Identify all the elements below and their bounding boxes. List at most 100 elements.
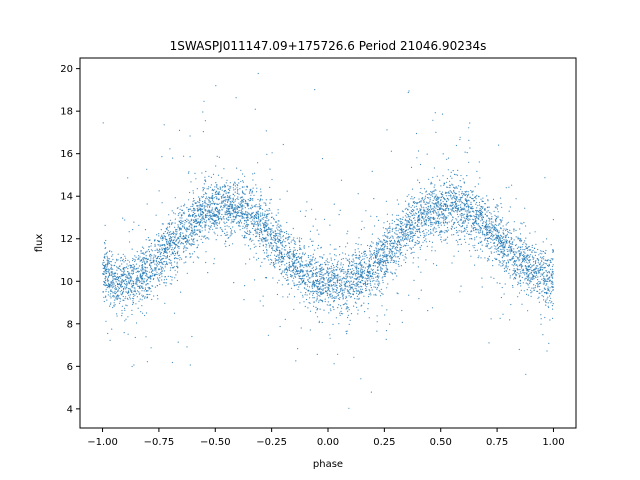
data-point — [341, 290, 343, 292]
data-point — [542, 272, 544, 274]
data-point — [266, 233, 268, 235]
data-point — [324, 282, 326, 285]
data-point — [112, 268, 114, 270]
data-point — [142, 296, 144, 298]
data-point — [105, 295, 107, 297]
data-point — [121, 309, 123, 312]
data-point — [363, 227, 365, 229]
data-point — [247, 213, 249, 215]
data-point — [141, 280, 143, 282]
data-point — [167, 240, 169, 243]
data-point — [441, 113, 444, 115]
data-point — [413, 209, 415, 211]
data-point — [160, 244, 162, 246]
data-point — [406, 242, 408, 245]
data-point — [268, 208, 270, 210]
data-point — [171, 252, 173, 254]
data-point — [227, 210, 229, 212]
data-point — [513, 228, 515, 230]
data-point — [212, 189, 214, 192]
data-point — [337, 264, 339, 266]
data-point — [358, 254, 360, 256]
data-point — [539, 252, 541, 254]
data-point — [213, 197, 215, 199]
data-point — [291, 276, 293, 278]
data-point — [159, 245, 161, 247]
data-point — [356, 306, 358, 308]
data-point — [151, 255, 153, 257]
data-point — [192, 221, 195, 223]
data-point — [109, 293, 112, 295]
data-point — [405, 234, 407, 236]
data-point — [439, 230, 441, 232]
data-point — [546, 272, 549, 274]
data-point — [535, 272, 537, 274]
data-point — [294, 275, 296, 277]
data-point — [460, 213, 462, 215]
data-point — [259, 227, 261, 230]
data-point — [248, 213, 251, 215]
data-point — [398, 240, 400, 243]
data-point — [259, 200, 261, 202]
data-point — [231, 205, 234, 207]
data-point — [411, 231, 414, 233]
data-point — [161, 247, 163, 249]
data-point — [275, 234, 278, 237]
data-point — [464, 210, 466, 212]
data-point — [515, 273, 517, 275]
data-point — [356, 284, 358, 286]
data-point — [188, 214, 190, 216]
data-point — [534, 254, 537, 256]
data-point — [116, 294, 118, 297]
data-point — [144, 288, 146, 291]
data-point — [107, 280, 109, 283]
data-point — [551, 301, 553, 303]
data-point — [358, 237, 360, 239]
data-point — [225, 245, 227, 248]
data-point — [386, 236, 388, 238]
data-point — [299, 302, 301, 304]
data-point — [203, 205, 205, 207]
data-point — [174, 218, 176, 220]
data-point — [110, 297, 112, 299]
data-point — [240, 211, 242, 213]
data-point — [524, 274, 526, 276]
data-point — [259, 206, 261, 208]
data-point — [340, 305, 342, 307]
data-point — [373, 257, 375, 259]
data-point — [277, 232, 279, 234]
data-point — [109, 303, 112, 305]
data-point — [221, 201, 223, 203]
data-point — [268, 246, 270, 248]
data-point — [127, 316, 129, 318]
data-point — [543, 258, 545, 260]
data-point — [512, 269, 514, 272]
data-point — [209, 225, 211, 227]
data-point — [474, 227, 476, 229]
data-point — [223, 221, 225, 223]
data-point — [360, 271, 362, 273]
data-point — [360, 288, 362, 290]
data-point — [223, 168, 225, 170]
data-point — [413, 217, 415, 219]
data-point — [167, 242, 170, 244]
data-point — [514, 263, 516, 265]
data-point — [503, 253, 505, 255]
data-point — [152, 269, 154, 271]
data-point — [311, 260, 313, 262]
data-point — [374, 225, 376, 227]
data-point — [345, 308, 347, 310]
data-point — [178, 247, 180, 249]
data-point — [196, 256, 198, 258]
data-point — [505, 262, 507, 264]
data-point — [128, 274, 130, 276]
data-point — [548, 342, 550, 344]
data-point — [542, 250, 545, 253]
data-point — [208, 215, 210, 217]
data-point — [255, 232, 257, 234]
data-point — [274, 240, 277, 242]
data-point — [347, 310, 349, 312]
data-point — [528, 265, 530, 267]
data-point — [230, 222, 232, 224]
data-point — [444, 239, 446, 241]
